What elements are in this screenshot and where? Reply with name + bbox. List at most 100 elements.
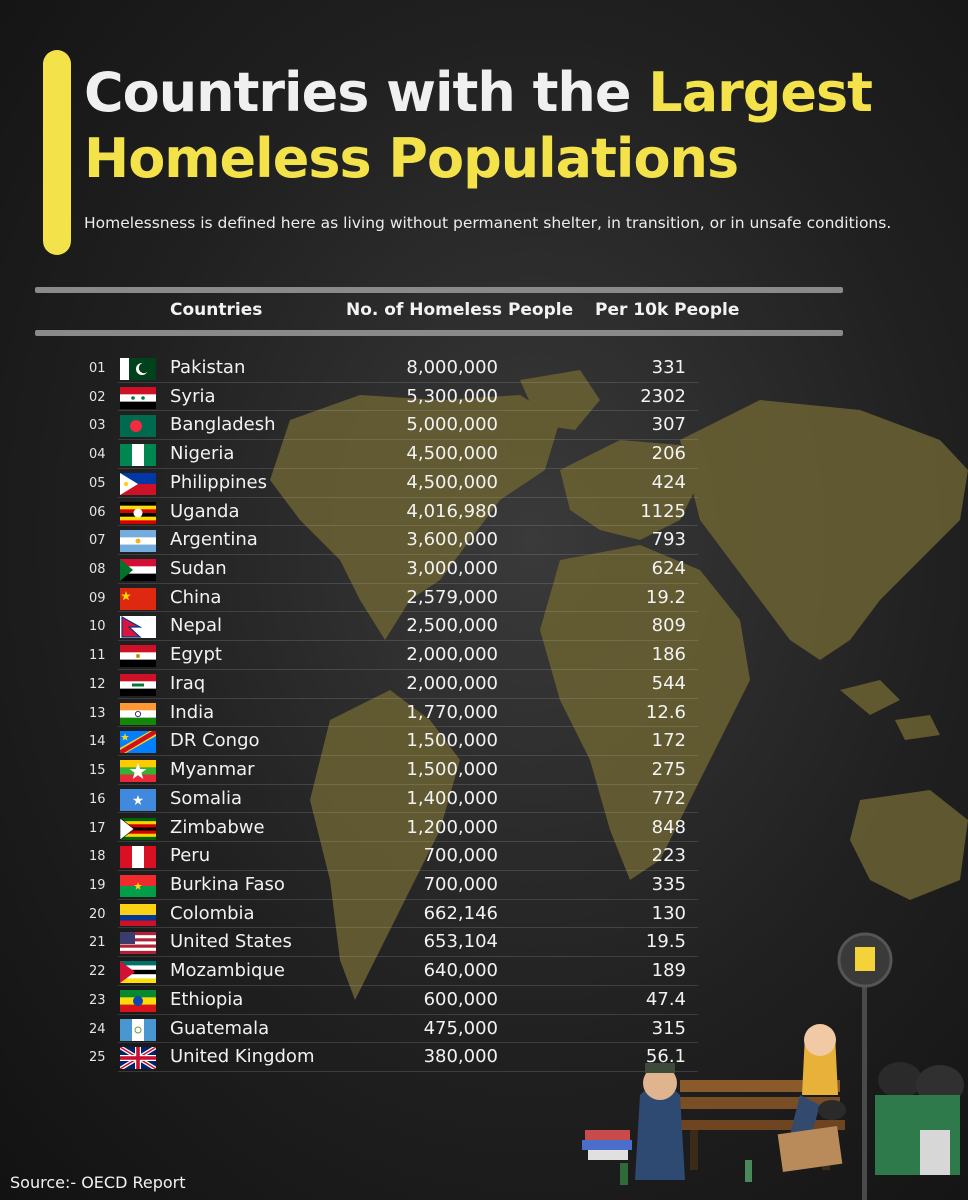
ethiopia-flag-icon xyxy=(120,989,156,1012)
rank-label: 01 xyxy=(89,361,106,376)
per-10k-value: 12.6 xyxy=(645,701,686,723)
nepal-flag-icon xyxy=(120,616,156,639)
table-row: 23 Ethiopia 600,000 47.4 xyxy=(0,986,968,1015)
title-accent-bar xyxy=(43,50,71,255)
colombia-flag-icon xyxy=(120,903,156,926)
per-10k-value: 19.5 xyxy=(645,931,686,953)
country-name: Iraq xyxy=(170,672,206,694)
per-10k-value: 331 xyxy=(651,357,686,378)
table-row: 04 Nigeria 4,500,000 206 xyxy=(0,440,968,469)
rank-label: 25 xyxy=(89,1050,106,1066)
country-name: Nepal xyxy=(170,615,222,637)
table-row: 12 Iraq 2,000,000 544 xyxy=(0,670,968,699)
dr-congo-flag-icon xyxy=(120,731,156,754)
country-name: Myanmar xyxy=(170,759,255,781)
header-bottom-rule xyxy=(35,330,843,336)
homeless-count: 2,000,000 xyxy=(406,672,498,694)
rank-label: 17 xyxy=(89,820,106,836)
per-10k-value: 424 xyxy=(651,471,686,493)
homeless-count: 380,000 xyxy=(423,1046,498,1068)
table-row: 25 United Kingdom 380,000 56.1 xyxy=(0,1043,968,1072)
country-name: Pakistan xyxy=(170,357,246,378)
per-10k-value: 624 xyxy=(651,558,686,580)
per-10k-value: 307 xyxy=(651,414,686,436)
sudan-flag-icon xyxy=(120,559,156,582)
rank-label: 07 xyxy=(89,533,106,549)
table-row: 03 Bangladesh 5,000,000 307 xyxy=(0,411,968,441)
homeless-count: 4,500,000 xyxy=(406,443,498,465)
homeless-count: 1,500,000 xyxy=(406,730,498,752)
title-plain: Countries with the xyxy=(84,61,649,124)
rank-label: 23 xyxy=(89,992,106,1008)
guatemala-flag-icon xyxy=(120,1018,156,1041)
homeless-count: 2,500,000 xyxy=(406,615,498,637)
per-10k-value: 19.2 xyxy=(645,586,686,608)
row-divider xyxy=(118,1070,698,1072)
table-row: 17 Zimbabwe 1,200,000 848 xyxy=(0,814,968,843)
homeless-scene-illustration xyxy=(582,932,964,1200)
country-name: United Kingdom xyxy=(170,1046,315,1068)
row-divider xyxy=(118,381,698,383)
homeless-count: 653,104 xyxy=(423,931,498,953)
source-note: Source:- OECD Report xyxy=(10,1173,186,1192)
united-states-flag-icon xyxy=(120,932,156,955)
homeless-count: 4,500,000 xyxy=(406,471,498,493)
rank-label: 14 xyxy=(89,734,106,750)
row-divider xyxy=(118,467,698,469)
argentina-flag-icon xyxy=(120,530,156,553)
peru-flag-icon xyxy=(120,846,156,869)
homeless-count: 600,000 xyxy=(423,988,498,1010)
table-row: 18 Peru 700,000 223 xyxy=(0,842,968,871)
philippines-flag-icon xyxy=(120,472,156,495)
rank-label: 08 xyxy=(89,562,106,578)
table-row: 05 Philippines 4,500,000 424 xyxy=(0,469,968,498)
china-flag-icon xyxy=(120,587,156,610)
country-name: Uganda xyxy=(170,500,240,522)
per-10k-value: 47.4 xyxy=(645,988,686,1010)
country-name: Burkina Faso xyxy=(170,873,285,895)
table-row: 22 Mozambique 640,000 189 xyxy=(0,957,968,986)
country-name: Nigeria xyxy=(170,443,235,465)
per-10k-value: 56.1 xyxy=(645,1046,686,1068)
row-divider xyxy=(118,1042,698,1044)
row-divider xyxy=(118,783,698,785)
per-10k-value: 793 xyxy=(651,529,686,551)
homeless-count: 700,000 xyxy=(423,873,498,895)
homeless-count: 662,146 xyxy=(423,902,498,924)
india-flag-icon xyxy=(120,702,156,725)
per-10k-value: 189 xyxy=(651,960,686,982)
table-row: 01 Pakistan 8,000,000 331 xyxy=(0,354,968,383)
column-header-homeless: No. of Homeless People xyxy=(346,300,574,320)
country-name: United States xyxy=(170,931,292,953)
uganda-flag-icon xyxy=(120,501,156,524)
rank-label: 10 xyxy=(89,619,106,635)
row-divider xyxy=(118,439,698,441)
country-name: Bangladesh xyxy=(170,414,276,436)
row-divider xyxy=(118,755,698,757)
per-10k-value: 186 xyxy=(651,644,686,666)
row-divider xyxy=(118,956,698,958)
zimbabwe-flag-icon xyxy=(120,817,156,840)
united-kingdom-flag-icon xyxy=(120,1047,156,1070)
row-divider xyxy=(118,554,698,555)
rank-label: 03 xyxy=(89,418,106,434)
rank-label: 12 xyxy=(89,676,106,692)
pakistan-flag-icon xyxy=(120,358,156,380)
rank-label: 18 xyxy=(89,849,106,865)
table-row: 19 Burkina Faso 700,000 335 xyxy=(0,871,968,900)
rank-label: 06 xyxy=(89,504,106,520)
country-name: Somalia xyxy=(170,787,243,809)
row-divider xyxy=(118,611,698,613)
homeless-count: 1,400,000 xyxy=(406,787,498,809)
per-10k-value: 1125 xyxy=(640,500,686,522)
rank-label: 21 xyxy=(89,935,106,951)
rank-label: 13 xyxy=(89,705,106,721)
rank-label: 24 xyxy=(89,1021,106,1037)
per-10k-value: 2302 xyxy=(640,385,686,407)
table-row: 09 China 2,579,000 19.2 xyxy=(0,584,968,613)
rank-label: 20 xyxy=(89,906,106,922)
per-10k-value: 809 xyxy=(651,615,686,637)
homeless-count: 8,000,000 xyxy=(406,357,498,378)
somalia-flag-icon xyxy=(120,788,156,811)
